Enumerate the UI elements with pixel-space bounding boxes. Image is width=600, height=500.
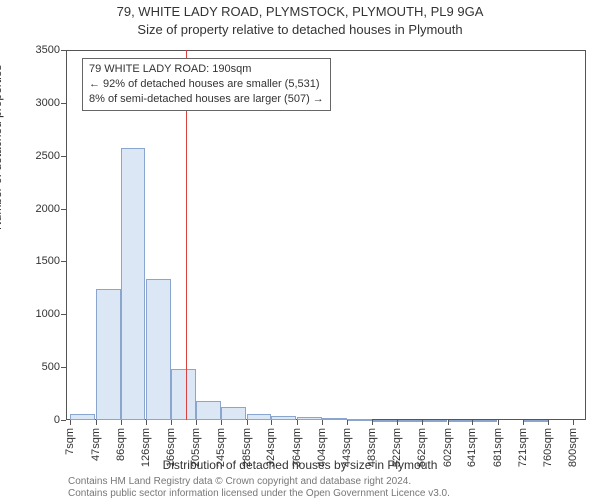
histogram-bar bbox=[247, 414, 272, 420]
x-tick-mark bbox=[247, 420, 248, 425]
histogram-bar bbox=[146, 279, 171, 420]
x-tick-mark bbox=[573, 420, 574, 425]
y-tick-mark bbox=[61, 367, 66, 368]
y-tick-label: 2000 bbox=[10, 203, 60, 215]
histogram-bar bbox=[347, 419, 372, 421]
x-tick-mark bbox=[397, 420, 398, 425]
y-tick-label: 1000 bbox=[10, 308, 60, 320]
x-tick-mark bbox=[322, 420, 323, 425]
y-tick-label: 3500 bbox=[10, 44, 60, 56]
y-tick-mark bbox=[61, 103, 66, 104]
histogram-bar bbox=[422, 420, 447, 422]
x-tick-label: 86sqm bbox=[115, 428, 127, 461]
histogram-bar bbox=[397, 420, 422, 422]
x-tick-mark bbox=[448, 420, 449, 425]
chart-container: 79, WHITE LADY ROAD, PLYMSTOCK, PLYMOUTH… bbox=[0, 0, 600, 500]
x-tick-mark bbox=[121, 420, 122, 425]
x-tick-mark bbox=[498, 420, 499, 425]
x-tick-mark bbox=[171, 420, 172, 425]
x-tick-mark bbox=[271, 420, 272, 425]
histogram-bar bbox=[322, 418, 347, 420]
x-tick-label: 7sqm bbox=[64, 428, 76, 455]
chart-title-2: Size of property relative to detached ho… bbox=[0, 22, 600, 37]
x-tick-mark bbox=[196, 420, 197, 425]
x-tick-mark bbox=[422, 420, 423, 425]
info-box: 79 WHITE LADY ROAD: 190sqm ← 92% of deta… bbox=[82, 58, 331, 111]
y-tick-label: 500 bbox=[10, 361, 60, 373]
histogram-bar bbox=[271, 416, 296, 420]
histogram-bar bbox=[196, 401, 221, 420]
chart-title-1: 79, WHITE LADY ROAD, PLYMSTOCK, PLYMOUTH… bbox=[0, 4, 600, 19]
histogram-bar bbox=[96, 289, 121, 420]
x-tick-mark bbox=[347, 420, 348, 425]
histogram-bar bbox=[121, 148, 146, 420]
histogram-bar bbox=[221, 407, 246, 420]
x-axis-label: Distribution of detached houses by size … bbox=[0, 458, 600, 472]
histogram-bar bbox=[70, 414, 95, 420]
info-line-3: 8% of semi-detached houses are larger (5… bbox=[89, 92, 324, 107]
histogram-bar bbox=[448, 420, 473, 422]
y-tick-mark bbox=[61, 50, 66, 51]
x-tick-mark bbox=[146, 420, 147, 425]
histogram-bar bbox=[171, 369, 196, 420]
y-tick-label: 3000 bbox=[10, 97, 60, 109]
x-tick-mark bbox=[297, 420, 298, 425]
y-tick-label: 0 bbox=[10, 414, 60, 426]
x-tick-mark bbox=[472, 420, 473, 425]
info-line-1: 79 WHITE LADY ROAD: 190sqm bbox=[89, 62, 324, 77]
credit-line-1: Contains HM Land Registry data © Crown c… bbox=[68, 476, 411, 487]
histogram-bar bbox=[472, 420, 497, 422]
y-axis-label: Number of detached properties bbox=[0, 65, 4, 230]
x-tick-label: 47sqm bbox=[90, 428, 102, 461]
y-tick-mark bbox=[61, 261, 66, 262]
x-tick-mark bbox=[96, 420, 97, 425]
y-tick-mark bbox=[61, 209, 66, 210]
histogram-bar bbox=[372, 420, 397, 422]
x-tick-mark bbox=[372, 420, 373, 425]
y-tick-mark bbox=[61, 156, 66, 157]
x-tick-mark bbox=[523, 420, 524, 425]
x-tick-mark bbox=[548, 420, 549, 425]
credit-line-2: Contains public sector information licen… bbox=[68, 488, 450, 499]
y-tick-mark bbox=[61, 420, 66, 421]
y-tick-label: 1500 bbox=[10, 255, 60, 267]
histogram-bar bbox=[297, 417, 322, 420]
x-tick-mark bbox=[221, 420, 222, 425]
histogram-bar bbox=[523, 420, 548, 422]
x-tick-mark bbox=[70, 420, 71, 425]
y-tick-mark bbox=[61, 314, 66, 315]
y-tick-label: 2500 bbox=[10, 150, 60, 162]
info-line-2: ← 92% of detached houses are smaller (5,… bbox=[89, 77, 324, 92]
